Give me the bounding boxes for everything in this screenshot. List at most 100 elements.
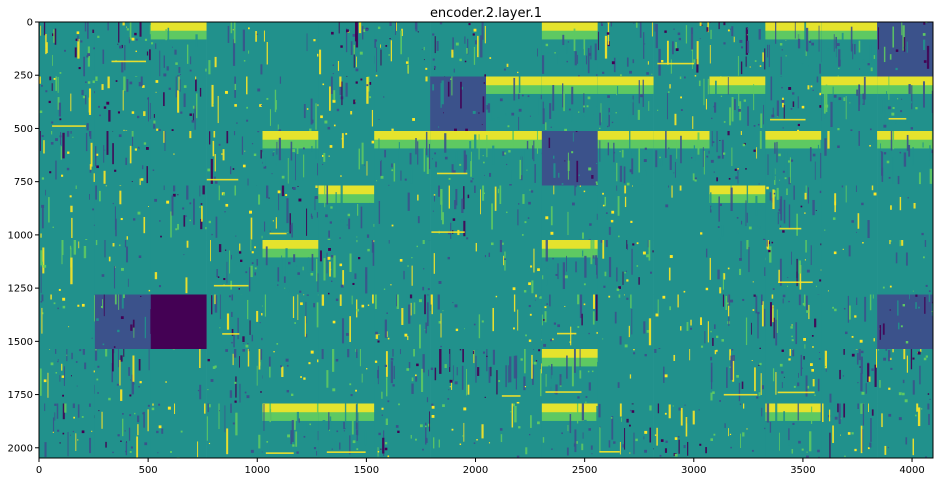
feature-map-tile xyxy=(710,22,766,77)
feature-map-tile xyxy=(207,186,265,241)
tile-grid xyxy=(39,22,934,460)
feature-map-tile xyxy=(486,186,542,241)
feature-map-tile xyxy=(207,22,263,77)
feature-map-tile xyxy=(39,240,95,295)
x-tick-label: 1500 xyxy=(354,465,379,476)
feature-map-tile xyxy=(486,349,543,405)
feature-map-tile xyxy=(151,186,208,241)
feature-map-tile xyxy=(151,22,209,78)
feature-map-tile xyxy=(542,131,598,186)
feature-map-tile xyxy=(95,131,151,186)
feature-map-tile xyxy=(654,240,710,295)
feature-map-tile xyxy=(207,131,265,187)
feature-map-tile xyxy=(430,77,486,132)
feature-map-tile xyxy=(486,131,543,187)
feature-map-tile xyxy=(207,349,264,404)
feature-map-tile xyxy=(821,295,877,350)
feature-map-tile xyxy=(765,131,822,186)
feature-map-tile xyxy=(765,295,821,350)
feature-map-tile xyxy=(430,240,487,295)
feature-map-tile xyxy=(598,22,654,77)
feature-map-tile xyxy=(374,131,430,186)
feature-map-tile xyxy=(207,77,263,132)
feature-map-tile xyxy=(151,131,207,186)
feature-map-tile xyxy=(39,77,96,132)
feature-map-tile xyxy=(95,186,151,241)
feature-map-tile xyxy=(39,295,95,350)
feature-map-tile xyxy=(710,295,767,350)
feature-map-tile xyxy=(710,349,766,404)
feature-map-tile xyxy=(877,77,934,132)
feature-map-tile xyxy=(318,77,374,132)
feature-map-tile xyxy=(151,404,207,461)
x-tick-label: 0 xyxy=(36,465,42,476)
feature-map-tile xyxy=(318,240,375,295)
feature-map-tile xyxy=(765,240,822,296)
feature-map-tile xyxy=(542,77,598,132)
feature-map-tile xyxy=(821,240,877,295)
feature-map-tile xyxy=(430,131,486,186)
feature-map-tile xyxy=(207,404,263,459)
feature-map-tile xyxy=(821,131,877,186)
feature-map-tile xyxy=(765,186,822,241)
feature-map-tile xyxy=(542,404,598,460)
feature-map-tile xyxy=(95,77,151,133)
feature-map-tile xyxy=(765,77,823,132)
feature-map-tile xyxy=(821,404,877,459)
feature-map-tile xyxy=(877,404,933,459)
y-tick-label: 1500 xyxy=(8,337,33,348)
feature-map-tile xyxy=(151,77,207,132)
feature-map-tile xyxy=(374,186,430,241)
y-tick-label: 1000 xyxy=(8,230,33,241)
feature-map-tile xyxy=(486,404,542,459)
feature-map-tile xyxy=(486,295,543,350)
feature-map-tile xyxy=(430,404,486,459)
feature-map-tile xyxy=(542,349,599,404)
feature-map-tile xyxy=(654,131,712,186)
feature-map-tile xyxy=(151,295,207,350)
feature-map-tile xyxy=(95,240,151,295)
feature-map-tile xyxy=(39,349,97,404)
feature-map-tile xyxy=(765,404,822,459)
y-tick-label: 500 xyxy=(14,124,33,135)
feature-map-tile xyxy=(542,22,598,77)
feature-map-tile xyxy=(263,77,320,132)
feature-map-tile xyxy=(430,349,486,404)
feature-map-tile xyxy=(95,22,152,78)
feature-map-tile xyxy=(654,349,710,404)
y-tick-label: 750 xyxy=(14,177,33,188)
feature-map-tile xyxy=(374,240,430,295)
feature-map-tile xyxy=(263,131,319,186)
x-tick-label: 3500 xyxy=(790,465,815,476)
feature-map-tile xyxy=(598,131,654,186)
feature-map-tile xyxy=(598,295,654,350)
feature-map-tile xyxy=(598,404,654,459)
feature-map-tile xyxy=(263,22,320,77)
feature-map-tile xyxy=(821,186,877,241)
feature-map-tile xyxy=(374,77,430,132)
feature-map-tile xyxy=(821,77,877,133)
x-tick-label: 2500 xyxy=(572,465,597,476)
feature-map-tile xyxy=(95,349,151,404)
feature-map-tile xyxy=(542,186,598,242)
feature-map-tile xyxy=(318,295,374,350)
feature-map-tile xyxy=(430,22,487,77)
feature-map-tile xyxy=(430,295,486,350)
feature-map-tile xyxy=(542,240,599,295)
feature-map-tile xyxy=(207,240,263,297)
feature-map-tile xyxy=(821,349,877,406)
feature-map-tile xyxy=(765,349,821,404)
y-tick-label: 2000 xyxy=(8,443,33,454)
feature-map-tile xyxy=(710,131,766,186)
feature-map-tile xyxy=(598,77,654,132)
feature-map-tile xyxy=(374,22,430,77)
feature-map-tile xyxy=(207,295,264,350)
feature-map-tile xyxy=(318,404,374,461)
feature-map-tile xyxy=(374,404,431,460)
chart-title: encoder.2.layer.1 xyxy=(430,6,542,21)
feature-map-tile xyxy=(151,240,207,295)
feature-map-tile xyxy=(877,349,933,404)
